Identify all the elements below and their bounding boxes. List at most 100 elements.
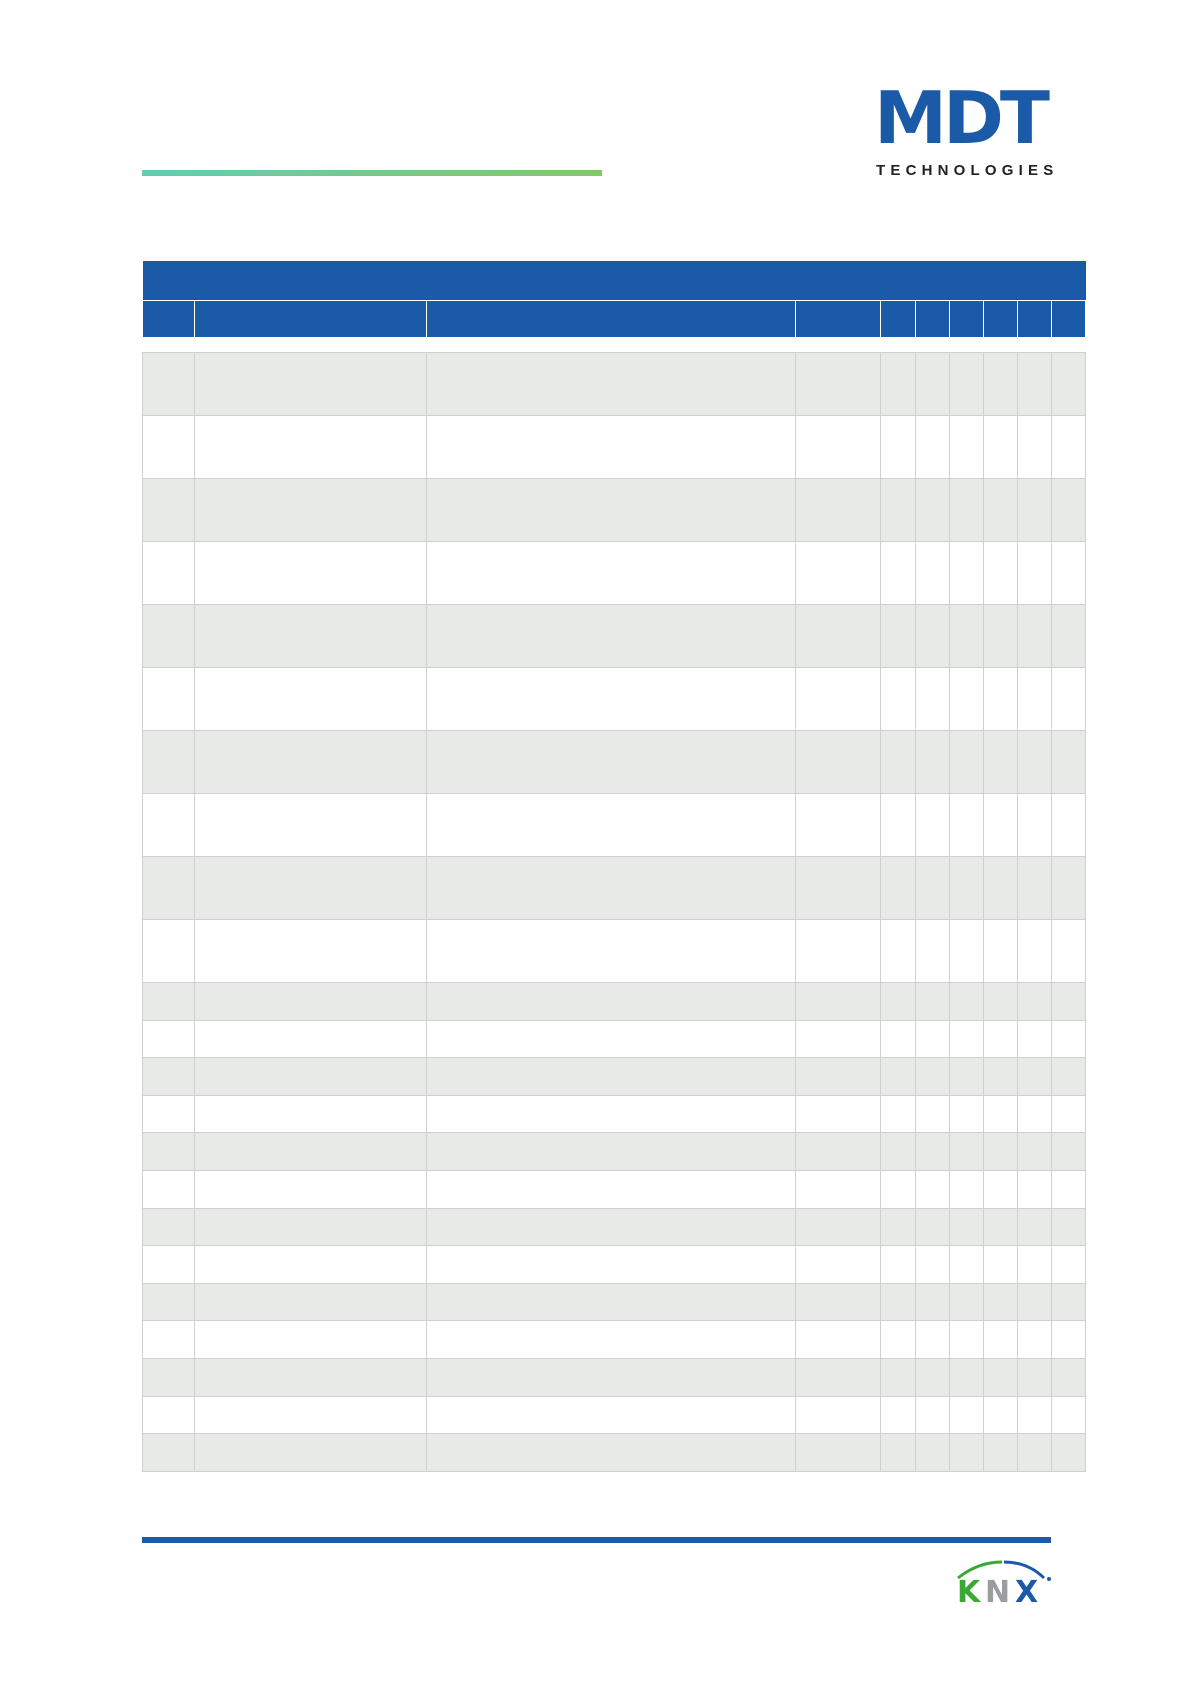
table-cell [142, 1433, 195, 1472]
column-header [194, 300, 427, 338]
table-cell [983, 1282, 1018, 1322]
table-cell [194, 604, 427, 668]
svg-text:X: X [1015, 1575, 1038, 1608]
table-cell [1017, 1433, 1052, 1472]
table-row [142, 478, 1086, 542]
table-cell [915, 1282, 950, 1322]
table-cell [1051, 793, 1086, 857]
table-cell [880, 982, 916, 1021]
table-row [142, 541, 1086, 605]
table-cell [1051, 1245, 1086, 1284]
table-cell [880, 352, 916, 416]
table-spacer [142, 337, 1086, 353]
table-cell [142, 982, 195, 1021]
table-cell [915, 730, 950, 794]
table-cell [142, 478, 195, 542]
table-cell [880, 541, 916, 605]
table-cell [880, 667, 916, 731]
table-cell [880, 856, 916, 920]
table-cell [426, 604, 796, 668]
table-cell [949, 982, 984, 1021]
table-cell [194, 1395, 427, 1435]
table-cell [194, 1357, 427, 1397]
table-cell [1017, 604, 1052, 668]
table-cell [194, 793, 427, 857]
table-cell [983, 1169, 1018, 1209]
table-cell [915, 352, 950, 416]
table-cell [915, 1132, 950, 1171]
table-cell [1017, 1395, 1052, 1435]
table-cell [1051, 415, 1086, 479]
table-cell [880, 478, 916, 542]
table-cell [1051, 352, 1086, 416]
table-row [142, 1132, 1086, 1171]
table-cell [1051, 1169, 1086, 1209]
table-cell [915, 1169, 950, 1209]
table-cell [880, 1395, 916, 1435]
table-cell [915, 1395, 950, 1435]
table-cell [1051, 1320, 1086, 1359]
table-cell [949, 1169, 984, 1209]
table-row [142, 1282, 1086, 1322]
table-cell [426, 1395, 796, 1435]
column-header [1051, 300, 1086, 338]
table-cell [983, 541, 1018, 605]
column-header [880, 300, 916, 338]
table-cell [795, 1057, 881, 1096]
table-cell [1051, 1019, 1086, 1059]
table-cell [142, 352, 195, 416]
table-cell [426, 415, 796, 479]
table-cell [949, 415, 984, 479]
table-cell [949, 856, 984, 920]
table-cell [1017, 1094, 1052, 1134]
table-cell [194, 856, 427, 920]
table-cell [880, 1057, 916, 1096]
table-cell [915, 1357, 950, 1397]
table-cell [1051, 1282, 1086, 1322]
table-cell [426, 982, 796, 1021]
mdt-logo-mark: MDT [874, 76, 1050, 160]
table-cell [880, 1320, 916, 1359]
table-cell [194, 1245, 427, 1284]
footer-line [142, 1537, 1051, 1543]
table-cell [983, 856, 1018, 920]
table-cell [949, 1357, 984, 1397]
table-cell [880, 1433, 916, 1472]
table-cell [983, 1395, 1018, 1435]
table-row [142, 1207, 1086, 1247]
table-cell [142, 541, 195, 605]
table-cell [142, 1320, 195, 1359]
table-cell [949, 1207, 984, 1247]
table-cell [795, 730, 881, 794]
table-cell [915, 1245, 950, 1284]
table-cell [915, 1019, 950, 1059]
svg-text:N: N [985, 1575, 1010, 1608]
table-cell [1017, 1245, 1052, 1284]
table-cell [142, 1094, 195, 1134]
column-header [915, 300, 950, 338]
table-cell [426, 1094, 796, 1134]
table-cell [1051, 541, 1086, 605]
table-cell [949, 667, 984, 731]
table-cell [426, 667, 796, 731]
table-cell [142, 1395, 195, 1435]
table-cell [142, 1357, 195, 1397]
mdt-logo-subtitle: TECHNOLOGIES [876, 162, 1059, 179]
table-cell [983, 1320, 1018, 1359]
table-cell [983, 352, 1018, 416]
table-row [142, 415, 1086, 479]
table-cell [915, 415, 950, 479]
table-cell [915, 541, 950, 605]
table-cell [194, 1320, 427, 1359]
table-cell [194, 415, 427, 479]
table-cell [795, 793, 881, 857]
table-row [142, 1320, 1086, 1359]
table-cell [142, 415, 195, 479]
table-cell [1017, 1320, 1052, 1359]
table-row [142, 730, 1086, 794]
table-cell [983, 1357, 1018, 1397]
table-cell [949, 1282, 984, 1322]
table-row [142, 982, 1086, 1021]
table-cell [142, 1282, 195, 1322]
table-cell [426, 730, 796, 794]
